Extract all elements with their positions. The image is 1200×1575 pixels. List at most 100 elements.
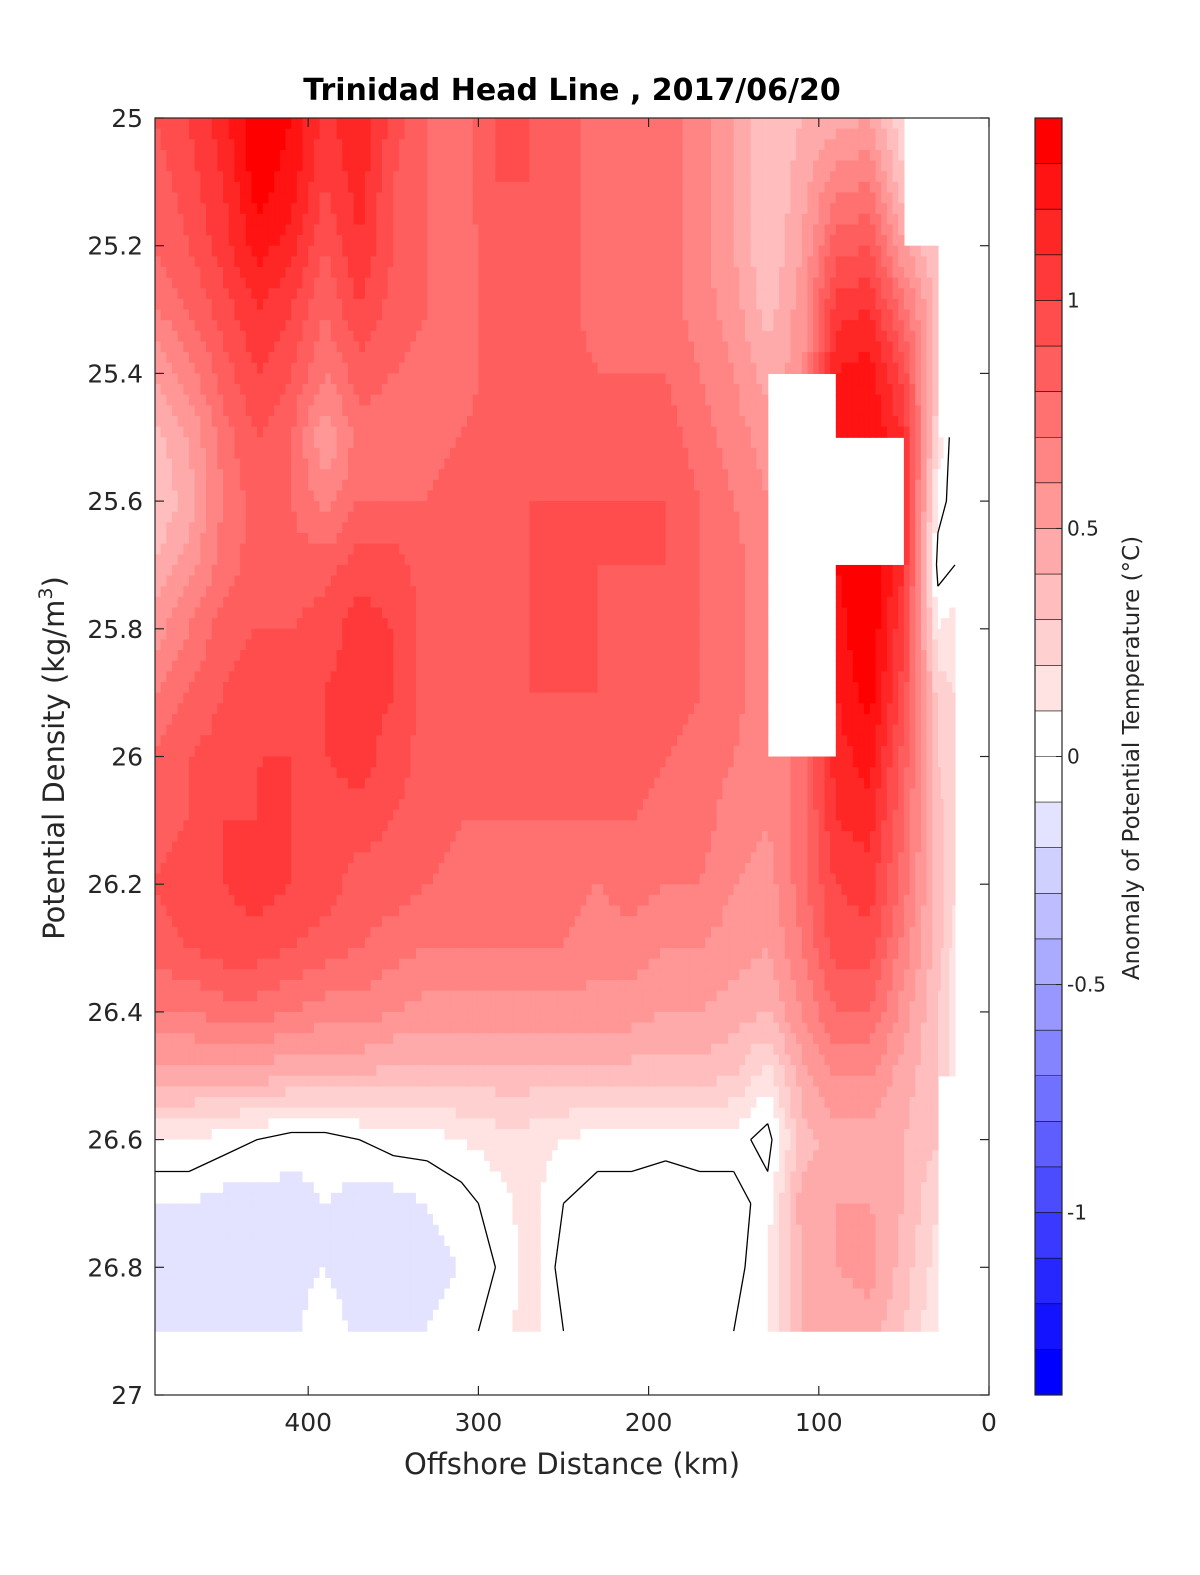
heatmap-cell (387, 352, 394, 364)
heatmap-cell (313, 852, 321, 864)
heatmap-cell (217, 1224, 224, 1236)
heatmap-cell (319, 1107, 326, 1119)
heatmap-cell (155, 777, 162, 790)
heatmap-cell (336, 341, 343, 353)
heatmap-cell (325, 799, 332, 811)
heatmap-cell (211, 288, 218, 300)
heatmap-cell (240, 713, 247, 726)
heatmap-cell (183, 543, 190, 555)
heatmap-cell (319, 586, 326, 598)
heatmap-cell (279, 479, 287, 492)
heatmap-cell (200, 469, 207, 481)
heatmap-cell (217, 979, 224, 992)
heatmap-cell (364, 745, 372, 758)
heatmap-cell (319, 128, 326, 140)
heatmap-cell (393, 426, 400, 438)
heatmap-cell (364, 341, 372, 353)
heatmap-cell (319, 554, 326, 566)
heatmap-cell (166, 469, 173, 481)
heatmap-cell (160, 511, 167, 523)
heatmap-cell (234, 1043, 241, 1056)
heatmap-cell (313, 352, 321, 364)
heatmap-cell (381, 309, 389, 321)
heatmap-cell (189, 288, 196, 300)
heatmap-cell (347, 1033, 355, 1045)
heatmap-cell (189, 1235, 196, 1247)
heatmap-cell (160, 533, 167, 545)
heatmap-cell (245, 586, 253, 598)
heatmap-cell (376, 788, 383, 800)
heatmap-cell (336, 1235, 343, 1247)
heatmap-cell (166, 1033, 173, 1045)
heatmap-cell (308, 543, 315, 555)
heatmap-cell (240, 735, 247, 747)
heatmap-cell (313, 958, 321, 970)
heatmap-cell (336, 458, 343, 470)
heatmap-cell (353, 469, 360, 481)
heatmap-cell (268, 1320, 275, 1332)
heatmap-cell (302, 1150, 309, 1162)
heatmap-cell (274, 628, 281, 641)
heatmap-cell (257, 213, 264, 226)
heatmap-cell (257, 1118, 264, 1130)
heatmap-cell (404, 405, 411, 417)
heatmap-cell (268, 905, 275, 917)
heatmap-cell (330, 160, 338, 172)
heatmap-cell (387, 862, 394, 875)
heatmap-cell (183, 713, 190, 726)
heatmap-cell (381, 1022, 389, 1034)
heatmap-cell (353, 1086, 360, 1098)
heatmap-cell (183, 415, 190, 428)
heatmap-cell (330, 969, 338, 981)
heatmap-cell (296, 958, 304, 970)
heatmap-cell (279, 1288, 287, 1300)
heatmap-cell (291, 1118, 298, 1130)
heatmap-cell (274, 149, 281, 162)
heatmap-cell (211, 926, 218, 939)
heatmap-cell (381, 894, 389, 907)
heatmap-cell (370, 1043, 377, 1056)
heatmap-cell (183, 1277, 190, 1290)
heatmap-cell (387, 330, 394, 343)
heatmap-cell (336, 564, 343, 577)
heatmap-cell (194, 948, 201, 960)
heatmap-cell (274, 1288, 281, 1300)
heatmap-cell (172, 1086, 179, 1098)
heatmap-cell (155, 979, 162, 992)
heatmap-cell (240, 1246, 247, 1258)
heatmap-cell (387, 235, 394, 247)
heatmap-cell (211, 213, 218, 226)
heatmap-cell (319, 1065, 326, 1077)
heatmap-cell (211, 735, 218, 747)
heatmap-cell (359, 958, 366, 970)
heatmap-cell (223, 575, 230, 587)
heatmap-cell (364, 533, 372, 545)
heatmap-cell (381, 1065, 389, 1077)
heatmap-cell (206, 192, 213, 204)
heatmap-cell (183, 1182, 190, 1194)
heatmap-cell (291, 1075, 298, 1087)
heatmap-cell (342, 905, 349, 917)
heatmap-cell (370, 1288, 377, 1300)
heatmap-cell (228, 1299, 236, 1311)
heatmap-cell (336, 543, 343, 555)
heatmap-cell (211, 1022, 218, 1034)
heatmap-cell (359, 309, 366, 321)
heatmap-cell (330, 724, 338, 736)
heatmap-cell (223, 1214, 230, 1226)
heatmap-cell (387, 916, 394, 928)
heatmap-cell (155, 160, 162, 172)
heatmap-cell (336, 405, 343, 417)
heatmap-cell (279, 873, 287, 885)
heatmap-cell (200, 1118, 207, 1130)
heatmap-cell (234, 352, 241, 364)
heatmap-cell (228, 1267, 236, 1279)
heatmap-cell (353, 1001, 360, 1013)
heatmap-cell (415, 394, 423, 406)
heatmap-cell (172, 1097, 179, 1109)
heatmap-cell (268, 394, 275, 406)
heatmap-cell (381, 213, 389, 226)
heatmap-cell (234, 1075, 241, 1087)
heatmap-cell (410, 245, 417, 257)
heatmap-cell (291, 1128, 298, 1141)
